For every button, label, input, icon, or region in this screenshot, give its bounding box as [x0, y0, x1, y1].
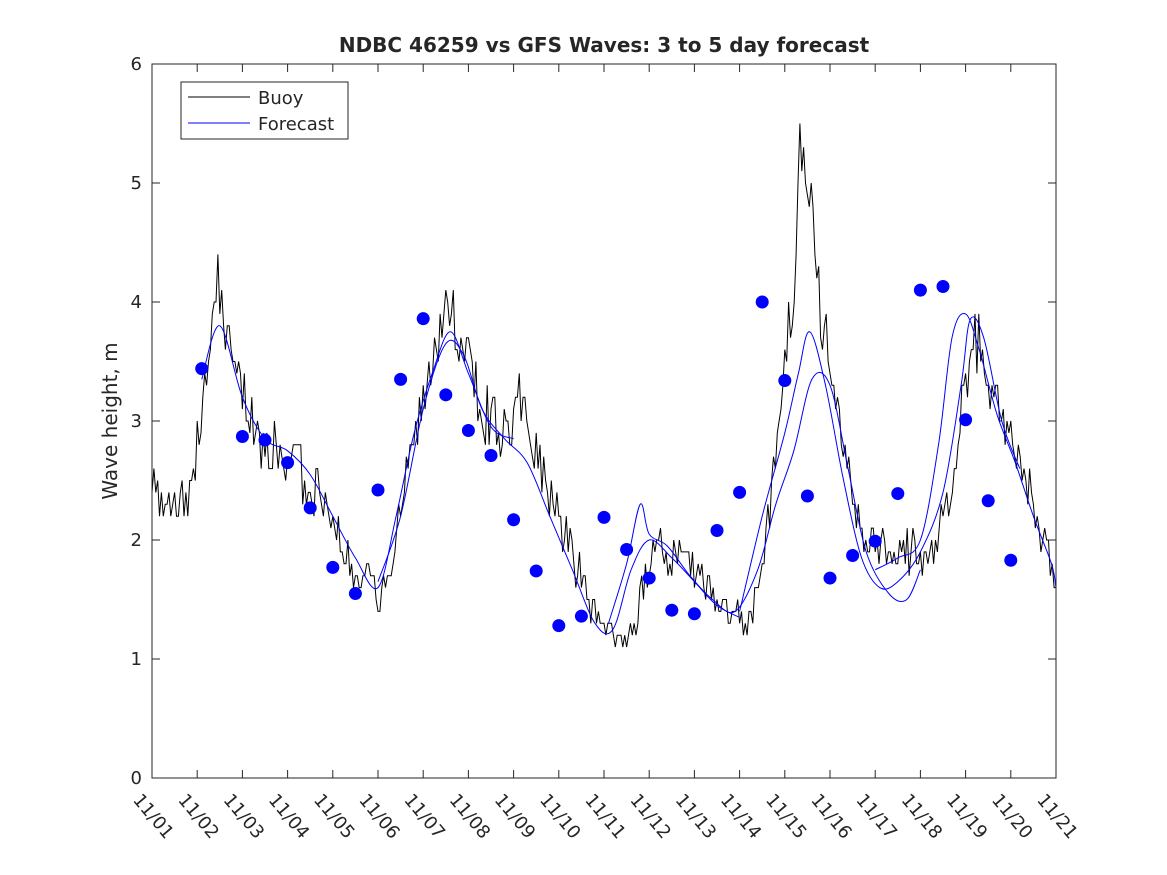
- x-tick-label: 11/16: [806, 790, 855, 843]
- x-tick-label: 11/06: [354, 790, 403, 843]
- forecast-marker: [755, 295, 769, 309]
- forecast-marker: [710, 523, 724, 537]
- x-tick-label: 11/21: [1032, 790, 1081, 843]
- forecast-marker: [394, 372, 408, 386]
- x-tick-label: 11/03: [219, 790, 268, 843]
- legend: Buoy Forecast: [180, 81, 349, 140]
- legend-forecast-label: Forecast: [258, 114, 334, 135]
- forecast-marker: [348, 587, 362, 601]
- x-tick-label: 11/11: [580, 790, 629, 843]
- series-layer: [151, 123, 1057, 648]
- forecast-marker: [258, 433, 272, 447]
- x-tick-label: 11/01: [128, 790, 177, 843]
- x-tick-label: 11/18: [897, 790, 946, 843]
- forecast-marker: [597, 510, 611, 524]
- y-tick-label: 4: [131, 292, 142, 313]
- marker-layer: [195, 280, 1018, 633]
- x-tick-labels: 11/0111/0211/0311/0411/0511/0611/0711/08…: [128, 790, 1081, 843]
- x-tick-label: 11/12: [626, 790, 675, 843]
- forecast-run-line-3: [608, 371, 921, 624]
- forecast-marker: [235, 429, 249, 443]
- forecast-run-line-5: [874, 312, 1057, 588]
- forecast-marker: [620, 543, 634, 557]
- y-axis-label: Wave height, m: [98, 342, 122, 499]
- y-tick-label: 3: [131, 411, 142, 432]
- legend-box: [180, 81, 349, 140]
- y-tick-label: 0: [131, 768, 142, 789]
- x-tick-label: 11/19: [942, 790, 991, 843]
- ticks-layer: [151, 63, 1057, 779]
- y-tick-label: 1: [131, 649, 142, 670]
- forecast-marker: [529, 564, 543, 578]
- forecast-marker: [891, 487, 905, 501]
- forecast-marker: [1004, 553, 1018, 567]
- buoy-series-line: [151, 123, 1056, 648]
- forecast-run-line-1: [201, 325, 514, 590]
- y-tick-labels: 0 1 2 3 4 5 6: [131, 54, 142, 789]
- x-tick-label: 11/07: [400, 790, 449, 843]
- x-tick-label: 11/20: [987, 790, 1036, 843]
- forecast-run-line-2: [377, 339, 740, 635]
- plot-background: [152, 64, 1056, 778]
- x-tick-label: 11/13: [671, 790, 720, 843]
- forecast-marker: [461, 424, 475, 438]
- x-tick-label: 11/10: [535, 790, 584, 843]
- x-tick-label: 11/08: [445, 790, 494, 843]
- forecast-marker: [959, 413, 973, 427]
- y-tick-label: 2: [131, 530, 142, 551]
- forecast-marker: [195, 362, 209, 376]
- forecast-marker: [733, 485, 747, 499]
- forecast-marker: [371, 483, 385, 497]
- x-tick-label: 11/05: [309, 790, 358, 843]
- forecast-marker: [439, 388, 453, 402]
- x-tick-label: 11/02: [174, 790, 223, 843]
- forecast-marker: [574, 609, 588, 623]
- forecast-run-line-4: [739, 316, 1021, 612]
- y-tick-label: 6: [131, 54, 142, 75]
- forecast-marker: [416, 312, 430, 326]
- x-tick-label: 11/04: [264, 790, 313, 843]
- forecast-marker: [507, 513, 521, 527]
- forecast-marker: [868, 534, 882, 548]
- forecast-marker: [552, 619, 566, 633]
- forecast-marker: [823, 571, 837, 585]
- x-tick-label: 11/15: [761, 790, 810, 843]
- forecast-marker: [913, 283, 927, 297]
- forecast-marker: [665, 603, 679, 617]
- forecast-marker: [981, 494, 995, 508]
- forecast-marker: [303, 501, 317, 515]
- forecast-marker: [687, 607, 701, 621]
- x-tick-label: 11/09: [490, 790, 539, 843]
- chart-title: NDBC 46259 vs GFS Waves: 3 to 5 day fore…: [339, 33, 870, 57]
- legend-buoy-label: Buoy: [258, 88, 304, 109]
- forecast-marker: [800, 489, 814, 503]
- forecast-marker: [936, 280, 950, 294]
- forecast-marker: [326, 560, 340, 574]
- y-tick-label: 5: [131, 173, 142, 194]
- forecast-marker: [484, 449, 498, 463]
- forecast-marker: [778, 374, 792, 388]
- x-tick-label: 11/14: [716, 790, 765, 843]
- forecast-marker: [281, 456, 295, 470]
- x-tick-label: 11/17: [852, 790, 901, 843]
- forecast-marker: [846, 548, 860, 562]
- forecast-marker: [642, 571, 656, 585]
